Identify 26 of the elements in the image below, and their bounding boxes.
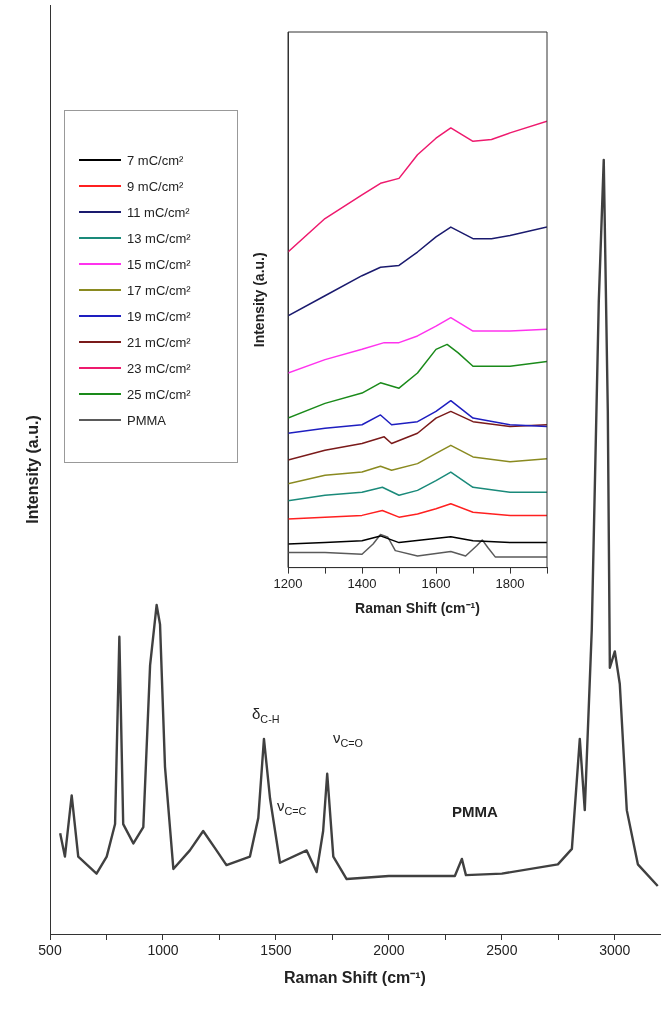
legend-label: 17 mC/cm² <box>127 282 191 298</box>
legend-label: 23 mC/cm² <box>127 360 191 376</box>
legend-label: 13 mC/cm² <box>127 230 191 246</box>
y-axis-title: Intensity (a.u.) <box>24 415 42 524</box>
x-tick-label: 500 <box>38 942 62 959</box>
x-tick-label: 1500 <box>260 942 292 959</box>
y-axis-title: Intensity (a.u.) <box>251 252 268 348</box>
annotation: PMMA <box>452 803 498 821</box>
x-tick-label: 1400 <box>347 575 377 591</box>
legend-label: PMMA <box>127 412 166 428</box>
x-tick-label: 2000 <box>373 942 405 959</box>
x-tick-label: 3000 <box>599 942 631 959</box>
legend-label: 11 mC/cm² <box>127 204 190 220</box>
x-tick-label: 1600 <box>421 575 451 591</box>
legend-label: 19 mC/cm² <box>127 308 191 324</box>
legend-label: 15 mC/cm² <box>127 256 191 272</box>
x-tick-label: 2500 <box>486 942 518 959</box>
legend-label: 25 mC/cm² <box>127 386 191 402</box>
legend-label: 9 mC/cm² <box>127 178 184 194</box>
x-tick-label: 1000 <box>147 942 179 959</box>
x-axis-title: Raman Shift (cm⁻¹) <box>284 968 426 986</box>
legend-label: 21 mC/cm² <box>127 334 191 350</box>
legend-label: 7 mC/cm² <box>127 152 184 168</box>
x-tick-label: 1800 <box>495 575 525 591</box>
x-axis-title: Raman Shift (cm⁻¹) <box>355 600 480 617</box>
x-tick-label: 1200 <box>273 575 303 591</box>
